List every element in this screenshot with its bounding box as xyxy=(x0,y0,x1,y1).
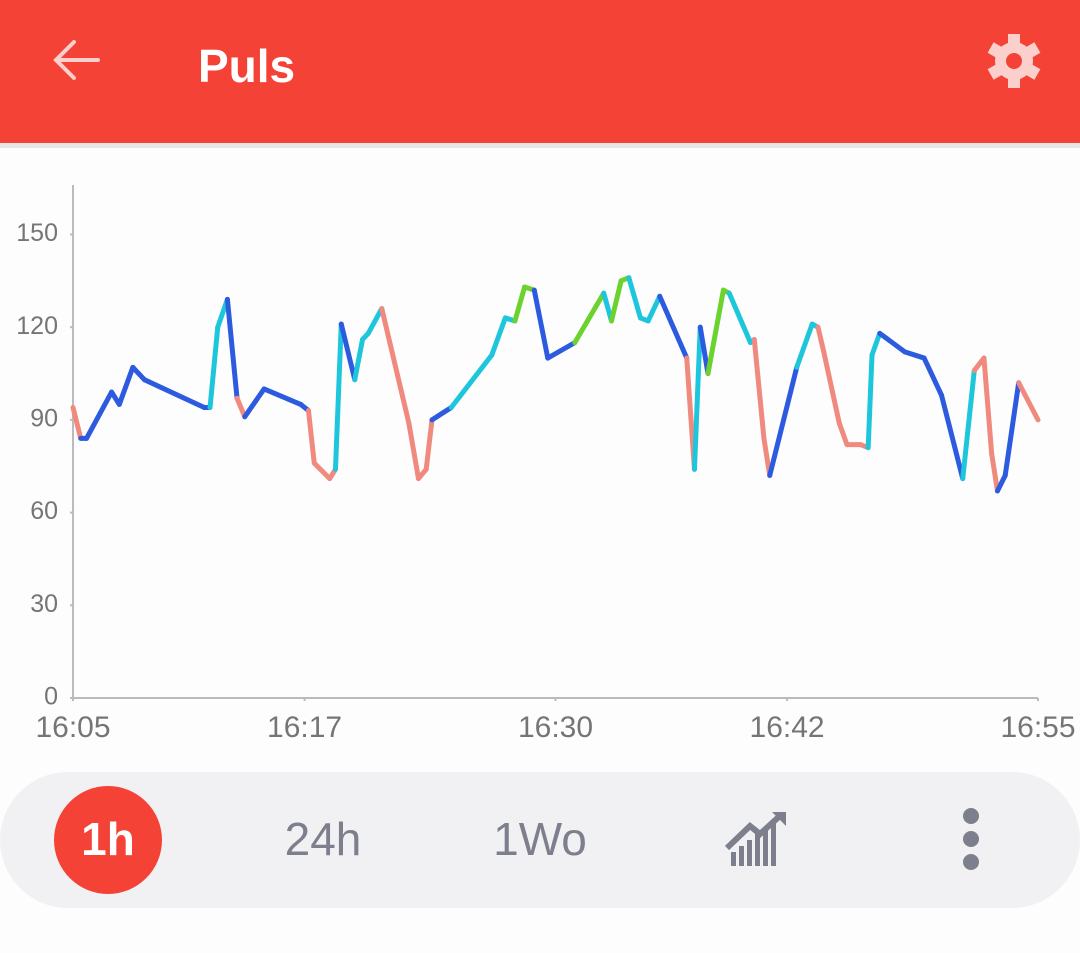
line-segment xyxy=(751,337,767,441)
line-segment xyxy=(379,306,412,426)
line-segment xyxy=(234,395,248,420)
line-segment xyxy=(1002,380,1022,478)
line-segment xyxy=(902,349,927,361)
line-segment xyxy=(261,386,304,407)
range-bar xyxy=(0,772,1080,908)
line-segment xyxy=(869,330,883,358)
line-segment xyxy=(70,405,84,441)
chart: 0 30 60 90 120 150 16:05 16:17 16:30 16:42 16:55 xyxy=(16,185,1076,744)
range-tab[interactable]: 1Wo xyxy=(493,813,587,865)
line-segment xyxy=(994,472,1008,494)
y-tick-label: 150 xyxy=(16,219,58,247)
line-segment xyxy=(836,420,850,448)
line-segment xyxy=(877,330,908,355)
line-segment xyxy=(423,417,435,472)
line-segment xyxy=(572,290,607,346)
line-segment xyxy=(626,275,643,321)
y-tick-label: 30 xyxy=(30,590,58,618)
more-button[interactable] xyxy=(963,808,979,870)
line-segment xyxy=(352,337,365,383)
y-tick-label: 90 xyxy=(30,404,58,432)
line-segment xyxy=(338,321,358,383)
app-bar-shadow xyxy=(0,143,1080,148)
line-segment xyxy=(116,364,136,407)
line-segment xyxy=(130,364,147,383)
x-tick-label: 16:05 xyxy=(35,711,110,744)
line-segment xyxy=(224,296,240,401)
x-tick-label: 16:42 xyxy=(750,711,825,744)
line-segment xyxy=(921,355,939,386)
selected-tab-highlight xyxy=(54,786,162,894)
x-tick-label: 16:55 xyxy=(1000,711,1075,744)
line-segment xyxy=(865,352,875,451)
range-tab[interactable]: 1h xyxy=(81,813,135,865)
line-segment xyxy=(531,287,551,361)
range-tabs: 1h 24h 1Wo xyxy=(54,786,587,894)
line-segment xyxy=(489,315,508,358)
line-segment xyxy=(767,364,800,478)
line-segment xyxy=(939,392,966,482)
line-segment xyxy=(429,405,454,423)
line-segment xyxy=(512,284,528,324)
line-segment xyxy=(815,324,827,355)
screen-title: Puls xyxy=(198,40,295,92)
line-segment xyxy=(365,306,385,336)
line-segment xyxy=(1016,380,1041,423)
line-segment xyxy=(645,293,663,324)
line-segment xyxy=(989,451,1000,494)
trend-button[interactable] xyxy=(724,811,786,866)
line-segment xyxy=(545,340,578,361)
line-segment xyxy=(705,287,726,377)
line-segment xyxy=(207,324,221,411)
line-segment xyxy=(242,386,267,420)
line-segment xyxy=(84,389,115,441)
line-segment xyxy=(657,293,690,361)
line-segment xyxy=(332,321,344,472)
x-tick-label: 16:17 xyxy=(267,711,342,744)
line-segment xyxy=(960,367,977,482)
line-segment xyxy=(726,290,753,346)
settings-button[interactable] xyxy=(987,34,1041,88)
line-segment xyxy=(981,355,995,457)
line-segment xyxy=(794,321,815,370)
app-bar xyxy=(0,0,1080,143)
back-button[interactable] xyxy=(53,40,100,80)
y-tick-label: 60 xyxy=(30,497,58,525)
line-segment xyxy=(311,460,333,482)
line-segment xyxy=(305,408,317,466)
range-tab[interactable]: 24h xyxy=(285,813,362,865)
line-segment xyxy=(406,420,421,482)
line-segment xyxy=(821,349,842,426)
y-tick-label: 120 xyxy=(16,312,58,340)
line-segment xyxy=(697,324,711,377)
y-tick-label: 0 xyxy=(44,683,58,711)
line-segment xyxy=(691,324,703,472)
x-tick-label: 16:30 xyxy=(518,711,593,744)
line-segment xyxy=(141,377,207,411)
line-segment xyxy=(608,278,624,324)
line-segment xyxy=(448,352,495,411)
